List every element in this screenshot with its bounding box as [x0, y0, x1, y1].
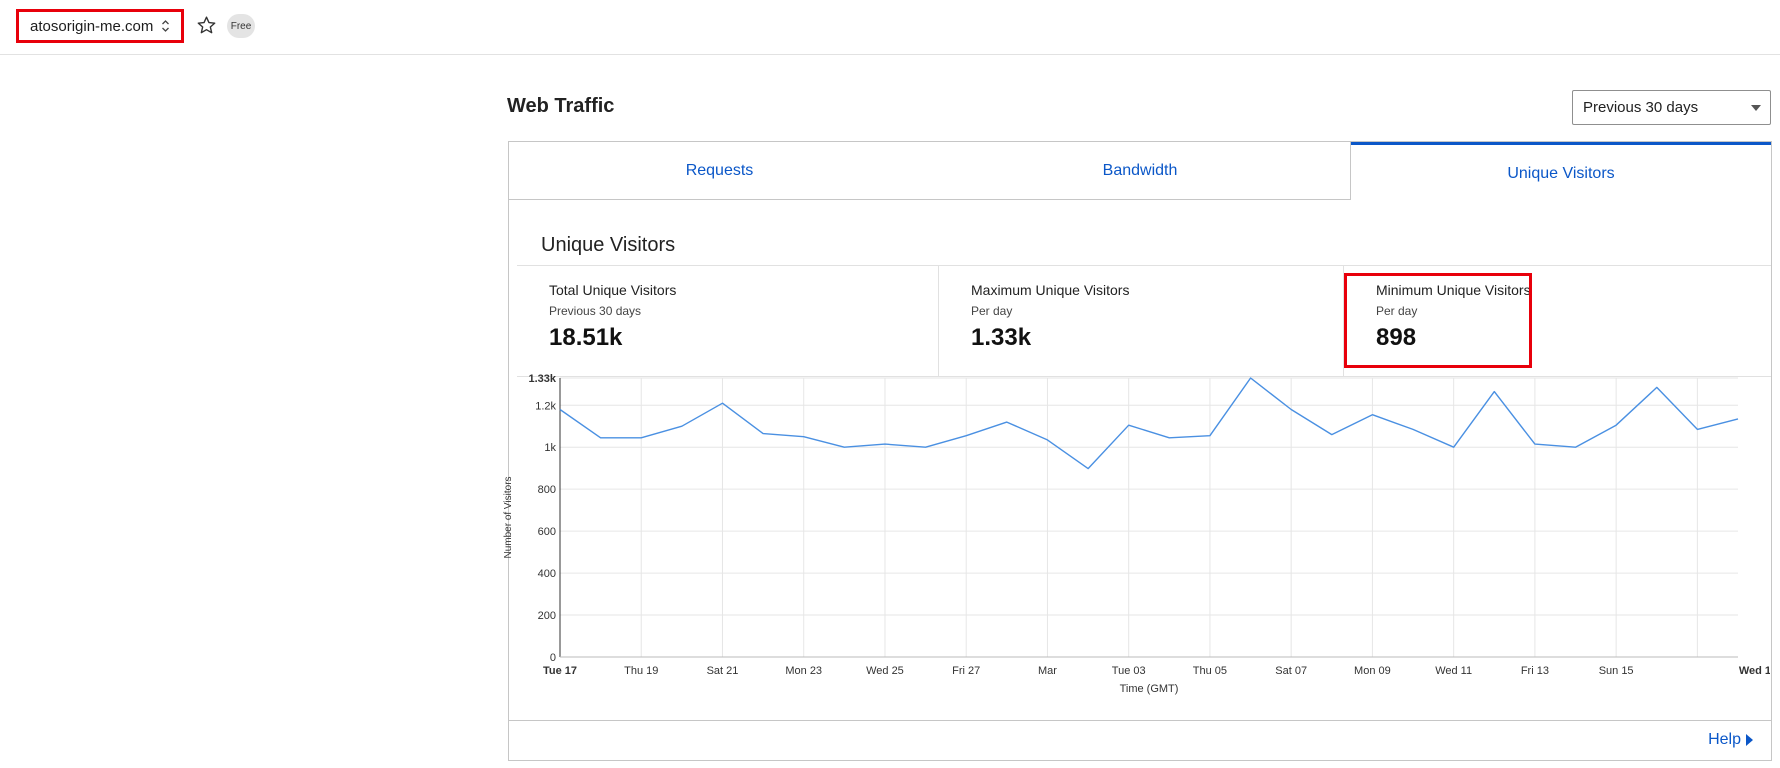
data-point	[802, 435, 806, 439]
period-select-value: Previous 30 days	[1583, 99, 1699, 116]
x-tick-label: Sat 21	[707, 665, 739, 677]
tab-bandwidth[interactable]: Bandwidth	[930, 142, 1351, 200]
star-icon[interactable]	[196, 15, 217, 41]
stat-minimum: Minimum Unique Visitors Per day 898	[1343, 266, 1771, 376]
y-tick-label: 0	[550, 652, 556, 664]
data-point	[1289, 407, 1293, 411]
data-point	[639, 436, 643, 440]
x-tick-label: Fri 27	[952, 665, 980, 677]
card-footer: Help	[509, 720, 1771, 761]
data-point	[1208, 434, 1212, 438]
web-traffic-card: Requests Bandwidth Unique Visitors Uniqu…	[508, 141, 1772, 761]
chevron-down-icon	[1751, 105, 1761, 111]
data-point	[599, 436, 603, 440]
x-tick-label: Sat 07	[1275, 665, 1307, 677]
stat-sub: Previous 30 days	[549, 304, 642, 318]
stat-value: 898	[1376, 324, 1417, 351]
stats-row: Total Unique Visitors Previous 30 days 1…	[517, 265, 1771, 377]
data-point	[883, 442, 887, 446]
data-point	[1492, 390, 1496, 394]
stat-label: Minimum Unique Visitors	[1376, 282, 1531, 298]
zone-name: atosorigin-me.com	[30, 17, 154, 35]
page-title: Web Traffic	[507, 95, 615, 117]
data-point	[1736, 417, 1740, 421]
y-axis-title: Number of Visitors	[503, 476, 514, 558]
y-tick-label: 1.2k	[535, 400, 556, 412]
stat-sub: Per day	[971, 304, 1013, 318]
up-down-chevron-icon	[161, 19, 170, 33]
chart-grid	[559, 377, 1738, 657]
data-point	[1167, 436, 1171, 440]
data-point	[1086, 467, 1090, 471]
data-point	[1695, 427, 1699, 431]
x-tick-label: Mon 23	[785, 665, 822, 677]
data-point	[964, 434, 968, 438]
stat-maximum: Maximum Unique Visitors Per day 1.33k	[938, 266, 1343, 376]
y-tick-label: 1k	[544, 442, 556, 454]
data-point	[1249, 376, 1253, 380]
triangle-right-icon	[1746, 734, 1753, 746]
zone-selector[interactable]: atosorigin-me.com	[16, 9, 184, 43]
x-tick-label: Fri 13	[1521, 665, 1549, 677]
data-point	[924, 445, 928, 449]
traffic-tabs: Requests Bandwidth Unique Visitors	[509, 142, 1771, 201]
x-tick-label: Thu 05	[1193, 665, 1227, 677]
x-tick-label: Wed 25	[866, 665, 904, 677]
chart-labels: 0 200 400 600 800 1k 1.2k 1.33k Tue 17 Thu 19 Sat …	[503, 373, 1770, 695]
x-tick-label: Sun 15	[1599, 665, 1634, 677]
series-line	[559, 377, 1739, 470]
stat-label: Maximum Unique Visitors	[971, 282, 1130, 298]
help-link[interactable]: Help	[1708, 731, 1753, 749]
stat-value: 1.33k	[971, 324, 1032, 351]
period-select[interactable]: Previous 30 days	[1572, 90, 1771, 125]
chart-series	[558, 376, 1740, 471]
x-tick-label: Tue 17	[543, 665, 577, 677]
panel-title: Unique Visitors	[541, 234, 676, 256]
data-point	[842, 445, 846, 449]
x-tick-label: Thu 19	[624, 665, 658, 677]
data-point	[1005, 420, 1009, 424]
x-axis-title: Time (GMT)	[1120, 683, 1179, 695]
data-point	[1452, 445, 1456, 449]
y-tick-label: 400	[538, 568, 556, 580]
y-tick-label: 200	[538, 610, 556, 622]
tab-unique-visitors[interactable]: Unique Visitors	[1351, 142, 1771, 201]
stat-sub: Per day	[1376, 304, 1418, 318]
data-point	[1533, 442, 1537, 446]
data-point	[1330, 433, 1334, 437]
x-tick-label: Wed 18	[1739, 665, 1770, 677]
x-tick-label: Tue 03	[1112, 665, 1146, 677]
x-tick-label: Wed 11	[1435, 665, 1472, 677]
data-point	[1655, 385, 1659, 389]
data-point	[1045, 438, 1049, 442]
plan-badge: Free	[227, 14, 255, 38]
data-point	[1411, 427, 1415, 431]
stat-total: Total Unique Visitors Previous 30 days 1…	[517, 266, 938, 376]
chart-axes	[559, 378, 1738, 658]
stat-value: 18.51k	[549, 324, 623, 351]
unique-visitors-chart: 0 200 400 600 800 1k 1.2k 1.33k Tue 17 Thu 19 Sat …	[503, 373, 1770, 695]
data-point	[720, 401, 724, 405]
data-point	[680, 424, 684, 428]
data-point	[1574, 445, 1578, 449]
data-point	[1370, 413, 1374, 417]
x-tick-label: Mon 09	[1354, 665, 1391, 677]
top-bar: atosorigin-me.com Free	[0, 0, 1780, 55]
y-tick-label: 1.33k	[528, 373, 556, 385]
x-tick-label: Mar	[1038, 665, 1057, 677]
y-tick-label: 800	[538, 484, 556, 496]
y-tick-label: 600	[538, 526, 556, 538]
tab-requests[interactable]: Requests	[509, 142, 931, 200]
data-point	[558, 407, 562, 411]
data-point	[1127, 423, 1131, 427]
data-point	[1614, 423, 1618, 427]
data-point	[761, 432, 765, 436]
stat-label: Total Unique Visitors	[549, 282, 677, 298]
help-label: Help	[1708, 731, 1741, 748]
